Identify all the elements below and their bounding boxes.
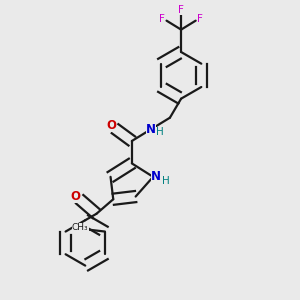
Text: F: F — [178, 5, 184, 15]
Text: N: N — [146, 123, 156, 136]
Text: N: N — [151, 170, 160, 183]
Text: F: F — [159, 14, 165, 24]
Text: H: H — [156, 127, 164, 137]
Text: F: F — [197, 14, 203, 24]
Text: H: H — [162, 176, 170, 186]
Text: CH₃: CH₃ — [72, 223, 88, 232]
Text: O: O — [70, 190, 81, 202]
Text: O: O — [106, 119, 116, 132]
